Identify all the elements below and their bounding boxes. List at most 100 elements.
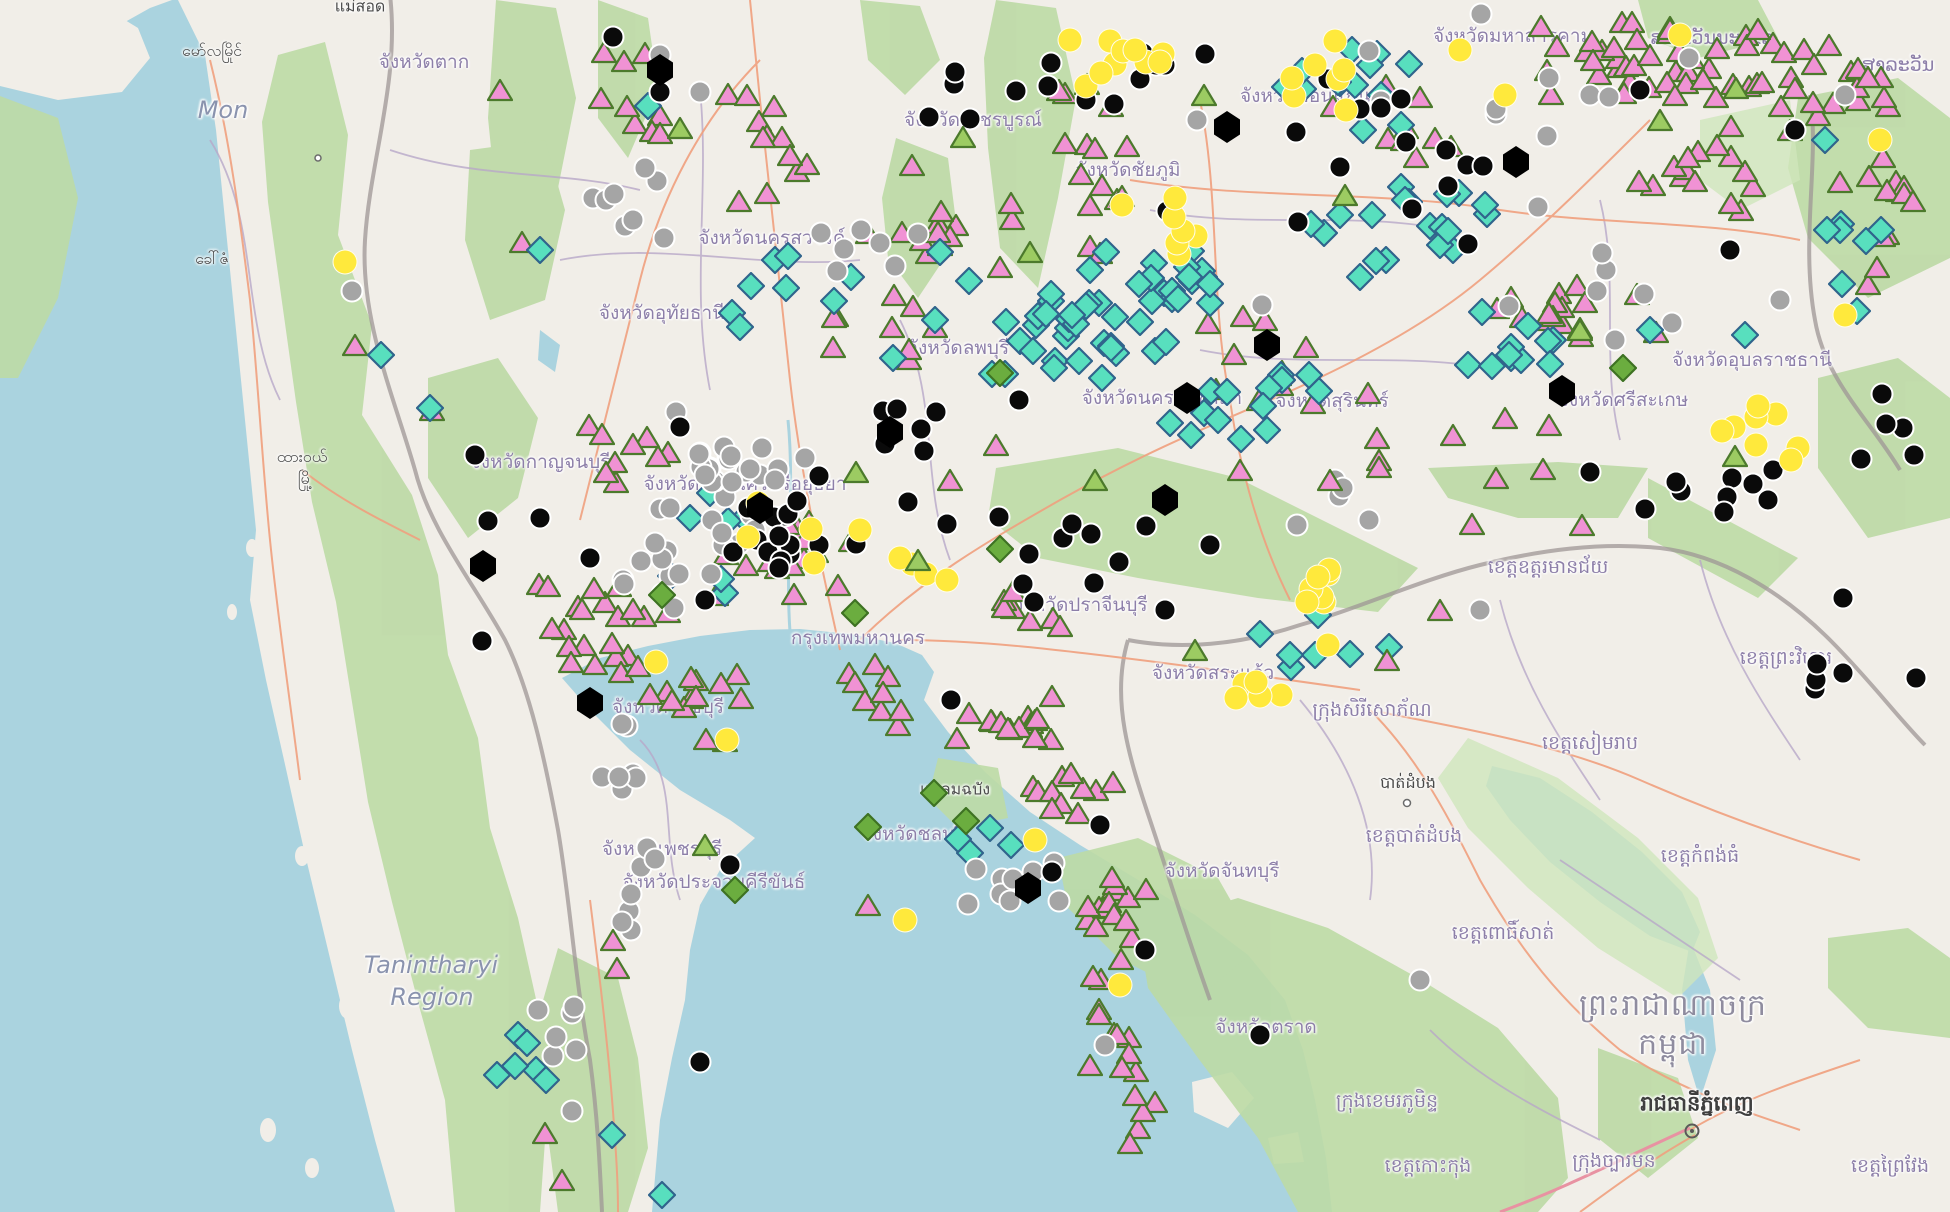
teal-diamond-marker[interactable] [1811, 126, 1839, 154]
gray-circle-marker[interactable] [652, 226, 676, 250]
pink-triangle-marker[interactable] [588, 86, 614, 110]
pink-triangle-marker[interactable] [1039, 796, 1065, 820]
pink-triangle-marker[interactable] [1662, 83, 1688, 107]
yellow-circle-marker[interactable] [1057, 27, 1083, 53]
green-triangle-marker[interactable] [905, 548, 931, 572]
gray-circle-marker[interactable] [340, 279, 364, 303]
teal-diamond-marker[interactable] [1097, 334, 1125, 362]
gray-circle-marker[interactable] [1185, 108, 1209, 132]
black-circle-marker[interactable] [1870, 382, 1894, 406]
black-circle-marker[interactable] [476, 509, 500, 533]
gray-circle-marker[interactable] [809, 221, 833, 245]
teal-diamond-marker[interactable] [1731, 321, 1759, 349]
pink-triangle-marker[interactable] [1530, 457, 1556, 481]
teal-diamond-marker[interactable] [1175, 263, 1203, 291]
black-circle-marker[interactable] [1712, 500, 1736, 524]
gray-circle-marker[interactable] [1660, 311, 1684, 335]
gray-circle-marker[interactable] [526, 998, 550, 1022]
black-circle-marker[interactable] [718, 853, 742, 877]
black-circle-marker[interactable] [1633, 497, 1657, 521]
black-circle-marker[interactable] [1456, 232, 1480, 256]
pink-triangle-marker[interactable] [582, 652, 608, 676]
teal-diamond-marker[interactable] [1276, 641, 1304, 669]
pink-triangle-marker[interactable] [535, 574, 561, 598]
black-circle-marker[interactable] [767, 524, 791, 548]
pink-triangle-marker[interactable] [1099, 865, 1125, 889]
teal-diamond-marker[interactable] [1828, 270, 1856, 298]
pink-triangle-marker[interactable] [600, 928, 626, 952]
teal-diamond-marker[interactable] [1058, 301, 1086, 329]
black-circle-marker[interactable] [1193, 42, 1217, 66]
gray-circle-marker[interactable] [564, 1038, 588, 1062]
black-circle-marker[interactable] [1082, 571, 1106, 595]
green-triangle-marker[interactable] [692, 833, 718, 857]
black-circle-marker[interactable] [528, 506, 552, 530]
pink-triangle-marker[interactable] [1133, 877, 1159, 901]
green-triangle-marker[interactable] [950, 125, 976, 149]
pink-triangle-marker[interactable] [1293, 335, 1319, 359]
teal-diamond-marker[interactable] [1395, 50, 1423, 78]
teal-diamond-marker[interactable] [772, 274, 800, 302]
black-circle-marker[interactable] [601, 25, 625, 49]
pink-triangle-marker[interactable] [777, 143, 803, 167]
yellow-circle-marker[interactable] [1832, 302, 1858, 328]
yellow-circle-marker[interactable] [1743, 432, 1769, 458]
teal-diamond-marker[interactable] [367, 341, 395, 369]
teal-diamond-marker[interactable] [1362, 247, 1390, 275]
teal-diamond-marker[interactable] [1101, 303, 1129, 331]
teal-diamond-marker[interactable] [598, 1121, 626, 1149]
green-diamond-marker[interactable] [721, 876, 749, 904]
black-circle-marker[interactable] [668, 415, 692, 439]
black-circle-marker[interactable] [1040, 860, 1064, 884]
black-circle-marker[interactable] [1039, 51, 1063, 75]
pink-triangle-marker[interactable] [1052, 131, 1078, 155]
black-circle-marker[interactable] [767, 556, 791, 580]
pink-triangle-marker[interactable] [1221, 342, 1247, 366]
teal-diamond-marker[interactable] [1032, 300, 1060, 328]
gray-circle-marker[interactable] [621, 208, 645, 232]
black-circle-marker[interactable] [1783, 118, 1807, 142]
pink-triangle-marker[interactable] [1492, 406, 1518, 430]
orange-hexagon-marker[interactable] [1169, 380, 1205, 416]
black-circle-marker[interactable] [896, 490, 920, 514]
pink-triangle-marker[interactable] [1080, 964, 1106, 988]
black-circle-marker[interactable] [1874, 412, 1898, 436]
black-circle-marker[interactable] [1805, 652, 1829, 676]
pink-triangle-marker[interactable] [1483, 466, 1509, 490]
orange-hexagon-marker[interactable] [1249, 327, 1285, 363]
black-circle-marker[interactable] [1134, 514, 1158, 538]
teal-diamond-marker[interactable] [976, 814, 1004, 842]
gray-circle-marker[interactable] [710, 521, 734, 545]
gray-circle-marker[interactable] [607, 765, 631, 789]
teal-diamond-marker[interactable] [1358, 201, 1386, 229]
black-circle-marker[interactable] [987, 505, 1011, 529]
teal-diamond-marker[interactable] [1636, 316, 1664, 344]
green-diamond-marker[interactable] [920, 779, 948, 807]
black-circle-marker[interactable] [693, 588, 717, 612]
gray-circle-marker[interactable] [719, 444, 743, 468]
green-triangle-marker[interactable] [1182, 638, 1208, 662]
black-circle-marker[interactable] [939, 688, 963, 712]
yellow-circle-marker[interactable] [1709, 418, 1735, 444]
gray-circle-marker[interactable] [699, 562, 723, 586]
black-circle-marker[interactable] [1628, 78, 1652, 102]
pink-triangle-marker[interactable] [1108, 947, 1134, 971]
yellow-circle-marker[interactable] [1109, 192, 1135, 218]
yellow-circle-marker[interactable] [1147, 49, 1173, 75]
gray-circle-marker[interactable] [763, 468, 787, 492]
orange-hexagon-marker[interactable] [1498, 144, 1534, 180]
pink-triangle-marker[interactable] [1083, 914, 1109, 938]
black-circle-marker[interactable] [463, 443, 487, 467]
teal-diamond-marker[interactable] [1468, 298, 1496, 326]
pink-triangle-marker[interactable] [532, 1121, 558, 1145]
black-circle-marker[interactable] [1831, 661, 1855, 685]
green-triangle-marker[interactable] [667, 116, 693, 140]
pink-triangle-marker[interactable] [1355, 381, 1381, 405]
teal-diamond-marker[interactable] [513, 1029, 541, 1057]
pink-triangle-marker[interactable] [899, 153, 925, 177]
orange-hexagon-marker[interactable] [1010, 870, 1046, 906]
black-circle-marker[interactable] [1286, 210, 1310, 234]
teal-diamond-marker[interactable] [1065, 347, 1093, 375]
yellow-circle-marker[interactable] [1107, 972, 1133, 998]
